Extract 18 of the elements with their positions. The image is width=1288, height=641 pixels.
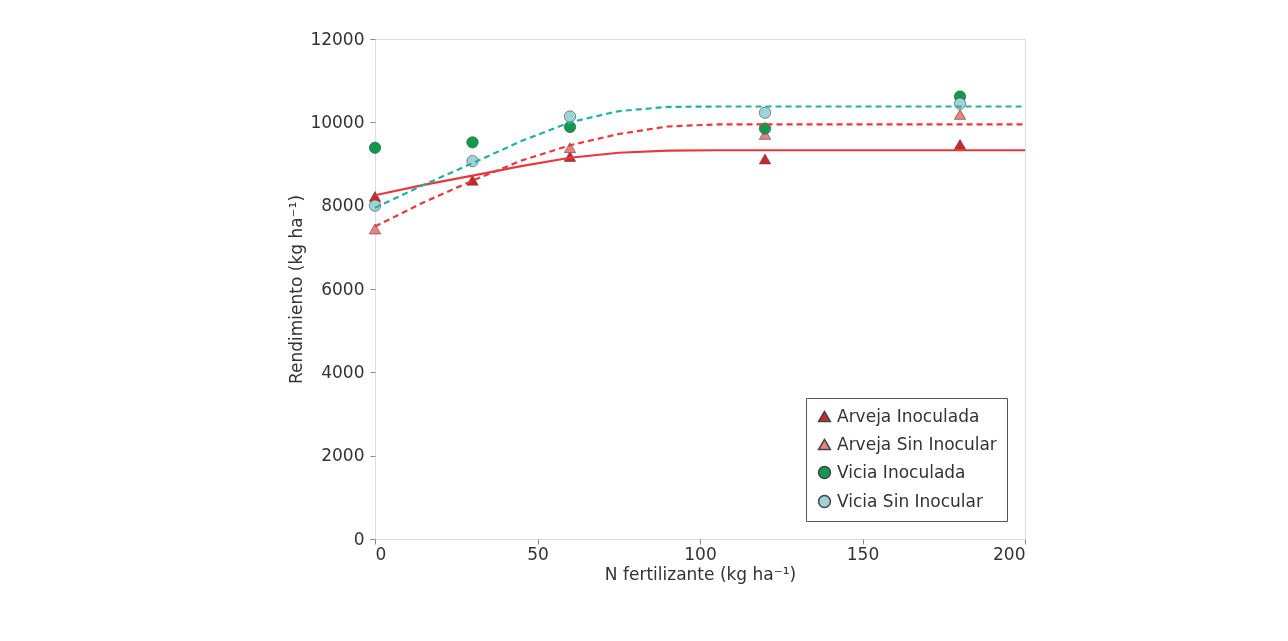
x-tick-label: 0 [375,543,387,564]
x-tick-label: 50 [527,543,549,564]
x-axis-title: N fertilizante (kg ha⁻¹) [604,563,797,584]
y-tick-label: 0 [353,528,365,549]
y-tick-label: 2000 [321,445,365,466]
y-tick-label: 8000 [321,195,365,216]
x-tick-label: 100 [684,543,717,564]
x-tick-label: 200 [993,543,1026,564]
legend-label: Arveja Inoculada [837,405,980,426]
y-tick-label: 4000 [321,361,365,382]
legend-label: Vicia Inoculada [837,461,966,482]
legend-label: Arveja Sin Inocular [837,433,997,454]
y-axis-title: Rendimiento (kg ha⁻¹) [286,194,307,385]
legend-label: Vicia Sin Inocular [837,490,984,511]
y-tick-label: 10000 [310,111,365,132]
x-tick-label: 150 [846,543,880,564]
y-tick-label: 6000 [321,278,365,299]
y-tick-label: 12000 [310,28,365,49]
